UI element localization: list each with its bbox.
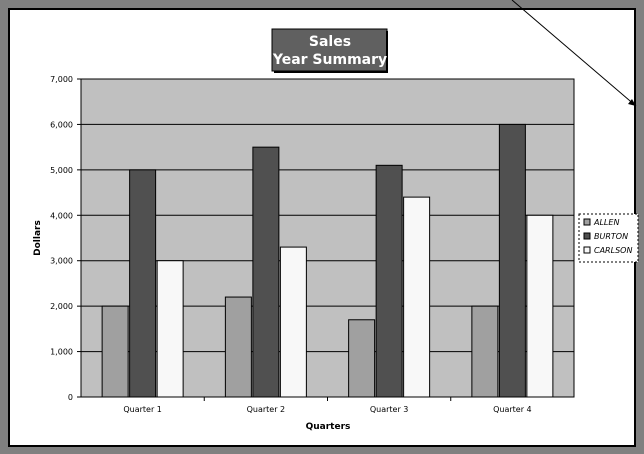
y-tick-label: 1,000 bbox=[50, 348, 73, 357]
legend-label-burton: BURTON bbox=[594, 232, 628, 241]
bar-burton-2[interactable] bbox=[252, 146, 280, 398]
y-tick-label: 5,000 bbox=[50, 166, 73, 175]
legend[interactable]: ALLEN BURTON CARLSON bbox=[578, 213, 639, 263]
legend-swatch-allen bbox=[583, 218, 591, 226]
selection-arrow-head bbox=[628, 99, 636, 106]
x-tick-label: Quarter 2 bbox=[247, 405, 286, 414]
x-tick-label: Quarter 3 bbox=[370, 405, 409, 414]
y-tick-label: 3,000 bbox=[50, 257, 73, 266]
title-line-1: Sales bbox=[309, 34, 351, 50]
bar-carlson-4[interactable] bbox=[526, 214, 554, 398]
legend-swatch-carlson bbox=[583, 246, 591, 254]
y-tick-label: 4,000 bbox=[50, 211, 73, 220]
bar-allen-2[interactable] bbox=[224, 296, 252, 398]
title-line-2: Year Summary bbox=[272, 52, 387, 68]
x-tick-label: Quarter 1 bbox=[123, 405, 162, 414]
y-axis-title: Dollars bbox=[33, 220, 43, 256]
bar-carlson-2[interactable] bbox=[279, 246, 307, 398]
bar-allen-4[interactable] bbox=[471, 305, 499, 398]
legend-swatch-burton bbox=[583, 232, 591, 240]
x-axis-title: Quarters bbox=[306, 422, 351, 432]
x-axis-ticks: Quarter 1 Quarter 2 Quarter 3 Quarter 4 bbox=[123, 397, 532, 414]
y-tick-label: 0 bbox=[68, 393, 73, 402]
legend-label-allen: ALLEN bbox=[593, 218, 619, 227]
x-tick-label: Quarter 4 bbox=[493, 405, 532, 414]
y-tick-label: 2,000 bbox=[50, 302, 73, 311]
selection-arrow-line bbox=[511, 0, 637, 107]
legend-label-carlson: CARLSON bbox=[594, 246, 632, 255]
bars bbox=[101, 123, 554, 398]
bar-allen-3[interactable] bbox=[348, 319, 376, 398]
y-tick-label: 6,000 bbox=[50, 120, 73, 129]
bar-carlson-3[interactable] bbox=[403, 196, 431, 398]
bar-burton-3[interactable] bbox=[375, 164, 403, 398]
y-tick-label: 7,000 bbox=[50, 75, 73, 84]
bar-allen-1[interactable] bbox=[101, 305, 129, 398]
bar-burton-4[interactable] bbox=[498, 123, 526, 398]
chart-title[interactable]: Sales Year Summary bbox=[271, 28, 388, 73]
title-box bbox=[271, 28, 388, 72]
y-axis-ticks: 0 1,000 2,000 3,000 4,000 5,000 6,000 7,000 bbox=[50, 75, 81, 402]
bar-carlson-1[interactable] bbox=[156, 260, 184, 398]
bar-burton-1[interactable] bbox=[129, 169, 157, 398]
